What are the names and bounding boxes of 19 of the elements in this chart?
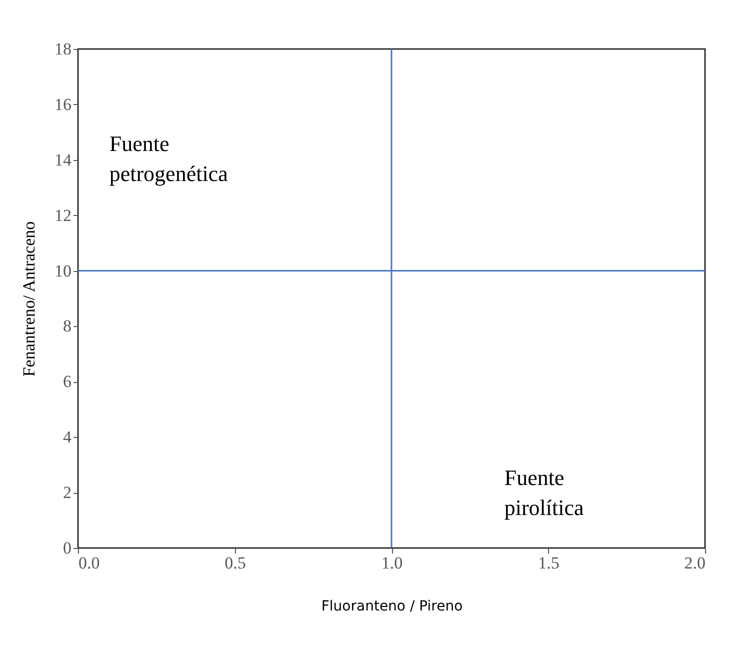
y-tick-label: 12 — [54, 206, 72, 225]
x-tick-label: 0.5 — [224, 554, 246, 572]
y-tick-label: 8 — [63, 316, 72, 336]
x-tick-label: 1.5 — [538, 554, 560, 572]
y-tick-label: 18 — [54, 40, 72, 58]
y-tick-label: 4 — [63, 428, 72, 447]
x-axis-title: Fluoranteno / Pireno — [321, 598, 463, 614]
x-tick-label: 1.0 — [381, 554, 403, 572]
y-tick-label: 16 — [54, 94, 72, 114]
annotation: Fuente petrogenética — [109, 130, 228, 186]
y-tick-label: 14 — [54, 150, 72, 170]
y-tick-label: 6 — [63, 372, 72, 392]
y-tick-label: 10 — [54, 261, 72, 280]
y-tick-label: 2 — [63, 483, 72, 502]
x-tick-label: 2.0 — [684, 554, 706, 572]
y-tick-label: 0 — [63, 538, 72, 558]
y-axis-title: Fenantreno/ Antraceno — [20, 221, 38, 377]
annotation: Fuente pirolítica — [504, 465, 584, 520]
x-tick-label: 0.0 — [78, 554, 100, 572]
